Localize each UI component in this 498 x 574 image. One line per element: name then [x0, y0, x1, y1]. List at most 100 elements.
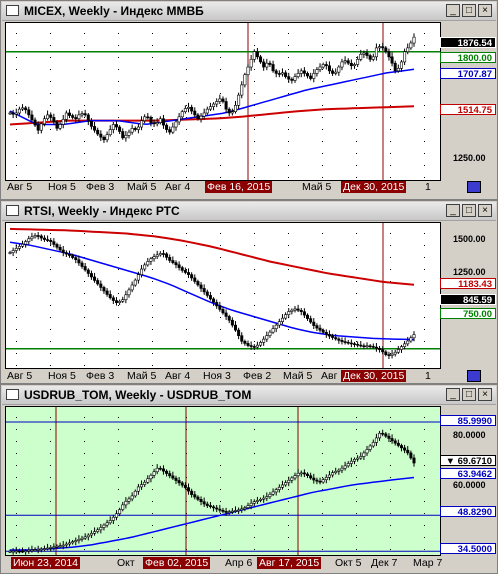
grid-dot — [424, 501, 425, 502]
price-bar-body — [271, 328, 275, 333]
price-bar-body — [412, 334, 416, 339]
grid-dot — [220, 45, 221, 46]
axis-label: Фев 3 — [86, 370, 115, 382]
grid-dot — [152, 69, 153, 70]
price-bar-body — [80, 113, 84, 116]
price-bar-body — [365, 449, 369, 454]
grid-dot — [118, 537, 119, 538]
price-bar-body — [352, 64, 356, 67]
value-tag-ma-red: 1183.43 — [440, 278, 496, 290]
chart-window-icon[interactable] — [6, 389, 19, 400]
minimize-button[interactable]: _ — [446, 204, 460, 217]
minimize-button[interactable]: _ — [446, 388, 460, 401]
axis-label-highlight: Фев 02, 2015 — [143, 557, 211, 569]
grid-dot — [84, 489, 85, 490]
close-button[interactable]: × — [478, 4, 492, 17]
price-bar-body — [168, 473, 172, 477]
price-bar-body — [240, 84, 244, 96]
price-bar-body — [356, 344, 360, 346]
grid-dot — [254, 93, 255, 94]
price-bar-body — [271, 491, 275, 495]
price-bar-body — [64, 252, 68, 255]
grid-dot — [424, 45, 425, 46]
grid-dot — [424, 281, 425, 282]
grid-dot — [220, 353, 221, 354]
grid-dot — [118, 305, 119, 306]
grid-dot — [118, 45, 119, 46]
grid-dot — [390, 305, 391, 306]
price-bar-body — [93, 531, 97, 534]
grid-dot — [356, 477, 357, 478]
chart-window-icon[interactable] — [6, 5, 19, 16]
grid-dot — [322, 165, 323, 166]
price-bar-body — [165, 470, 169, 474]
price-bar-body — [381, 432, 385, 435]
grid-dot — [152, 501, 153, 502]
price-bar-body — [340, 61, 344, 68]
scroll-to-end-button[interactable] — [467, 370, 481, 382]
grid-dot — [84, 365, 85, 366]
micex-chart[interactable] — [5, 22, 441, 181]
grid-dot — [152, 365, 153, 366]
grid-dot — [16, 329, 17, 330]
maximize-button[interactable]: □ — [462, 388, 476, 401]
price-bar-body — [409, 337, 413, 342]
titlebar[interactable]: MICEX, Weekly - Индекс ММВБ _ □ × — [2, 2, 496, 21]
window-title: MICEX, Weekly - Индекс ММВБ — [24, 4, 204, 18]
price-bar-body — [77, 259, 81, 264]
price-bar-body — [14, 550, 18, 553]
grid-dot — [186, 105, 187, 106]
usdrub-chart[interactable] — [5, 406, 441, 556]
chart-window-icon[interactable] — [6, 205, 19, 216]
price-bar-body — [230, 510, 234, 513]
price-bar-body — [99, 133, 103, 138]
grid-dot — [390, 293, 391, 294]
close-button[interactable]: × — [478, 204, 492, 217]
grid-dot — [390, 141, 391, 142]
price-bar-body — [374, 346, 378, 349]
price-bar-body — [52, 241, 56, 245]
grid-dot — [84, 281, 85, 282]
price-bar-body — [49, 239, 53, 242]
grid-dot — [84, 165, 85, 166]
grid-dot — [254, 269, 255, 270]
grid-dot — [322, 365, 323, 366]
grid-dot — [288, 417, 289, 418]
price-bar-body — [406, 47, 410, 53]
close-button[interactable]: × — [478, 388, 492, 401]
price-bar-body — [55, 244, 59, 248]
grid-dot — [254, 417, 255, 418]
grid-dot — [424, 465, 425, 466]
grid-dot — [186, 33, 187, 34]
price-bar-body — [130, 284, 134, 291]
maximize-button[interactable]: □ — [462, 4, 476, 17]
grid-dot — [322, 81, 323, 82]
price-bar-body — [318, 327, 322, 331]
value-tag-price: 1876.54 — [440, 37, 496, 49]
price-bar-body — [337, 469, 341, 472]
price-bar-body — [68, 253, 72, 256]
grid-dot — [424, 525, 425, 526]
minimize-button[interactable]: _ — [446, 4, 460, 17]
maximize-button[interactable]: □ — [462, 204, 476, 217]
titlebar[interactable]: RTSI, Weekly - Индекс РТС _ □ × — [2, 202, 496, 221]
scroll-to-end-button[interactable] — [467, 181, 481, 193]
price-bar-body — [152, 122, 156, 125]
grid-dot — [322, 129, 323, 130]
grid-dot — [322, 233, 323, 234]
grid-dot — [322, 93, 323, 94]
price-bar-body — [55, 545, 59, 548]
price-bar-body — [224, 511, 228, 513]
grid-dot — [322, 513, 323, 514]
grid-dot — [322, 153, 323, 154]
price-bar-body — [252, 501, 256, 504]
price-bar-body — [8, 112, 12, 115]
grid-dot — [50, 177, 51, 178]
rtsi-chart[interactable] — [5, 222, 441, 369]
price-bar-body — [233, 105, 237, 113]
grid-dot — [118, 57, 119, 58]
grid-dot — [254, 441, 255, 442]
price-bar-body — [396, 349, 400, 353]
titlebar[interactable]: USDRUB_TOM, Weekly - USDRUB_TOM _ □ × — [2, 386, 496, 405]
grid-dot — [186, 57, 187, 58]
